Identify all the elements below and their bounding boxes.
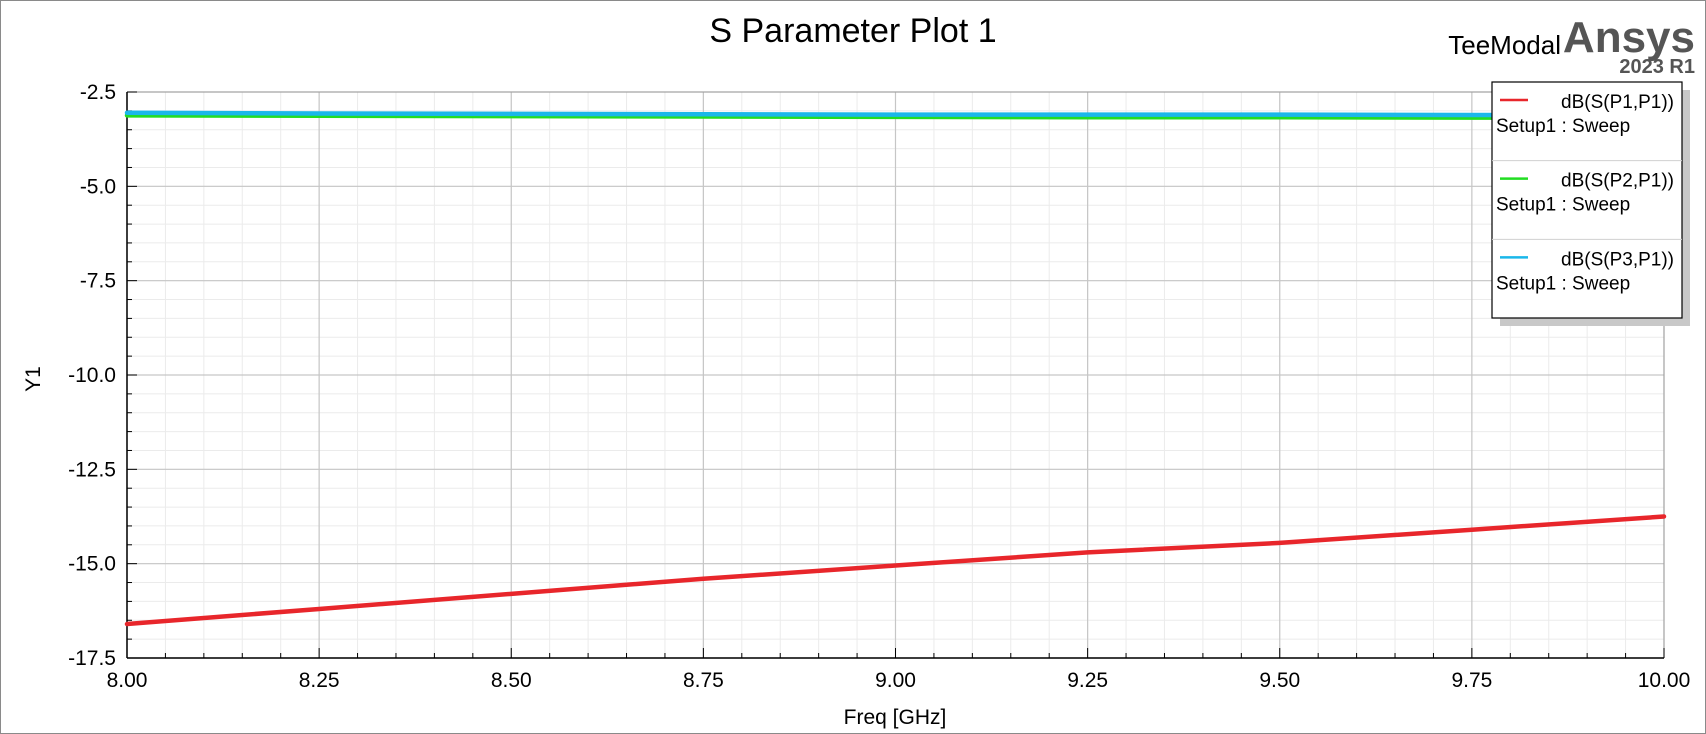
product-name: TeeModal [1448,30,1561,60]
series-layer [124,110,1667,627]
legend-sweep-label-3: Setup1 : Sweep [1496,273,1630,294]
axis-ticks [126,91,1665,659]
vendor-logo: Ansys [1563,13,1695,62]
x-tick-label: 8.00 [107,669,148,692]
y-tick-label: -12.5 [68,458,116,481]
version-label: 2023 R1 [1619,56,1695,78]
series-line-1 [124,514,1667,627]
y-tick-label: -2.5 [80,81,116,104]
y-tick-label: -7.5 [80,270,116,293]
y-tick-label: -10.0 [68,364,116,387]
x-tick-label: 10.00 [1638,669,1691,692]
legend-sweep-label-2: Setup1 : Sweep [1496,195,1630,216]
series-line-2 [124,113,1667,120]
series-line-3 [124,110,1667,118]
chart-title: S Parameter Plot 1 [709,12,996,50]
legend-series-name-3: dB(S(P3,P1)) [1561,249,1674,270]
x-tick-labels: 8.00 8.25 8.50 8.75 9.00 9.25 9.50 9.75 10.00 [107,669,1691,692]
brand-logo: TeeModal Ansys 2023 R1 [1448,13,1695,78]
x-tick-label: 9.75 [1451,669,1492,692]
x-axis-label: Freq [GHz] [844,706,947,729]
y-tick-labels: -2.5 -5.0 -7.5 -10.0 -12.5 -15.0 -17.5 [68,81,116,670]
x-tick-label: 8.50 [491,669,532,692]
y-tick-label: -15.0 [68,553,116,576]
x-tick-label: 9.25 [1067,669,1108,692]
x-tick-label: 9.50 [1259,669,1300,692]
x-tick-label: 8.25 [299,669,340,692]
legend-series-name-1: dB(S(P1,P1)) [1561,92,1674,113]
x-tick-label: 9.00 [875,669,916,692]
y-tick-label: -17.5 [68,647,116,670]
x-tick-label: 8.75 [683,669,724,692]
legend[interactable]: dB(S(P1,P1)) Setup1 : Sweep dB(S(P2,P1)) Se… [1491,81,1690,326]
legend-series-name-2: dB(S(P2,P1)) [1561,171,1674,192]
legend-box [1491,81,1683,319]
legend-sweep-label-1: Setup1 : Sweep [1496,116,1630,137]
y-axis-label: Y1 [22,366,45,392]
y-tick-label: -5.0 [80,175,116,198]
